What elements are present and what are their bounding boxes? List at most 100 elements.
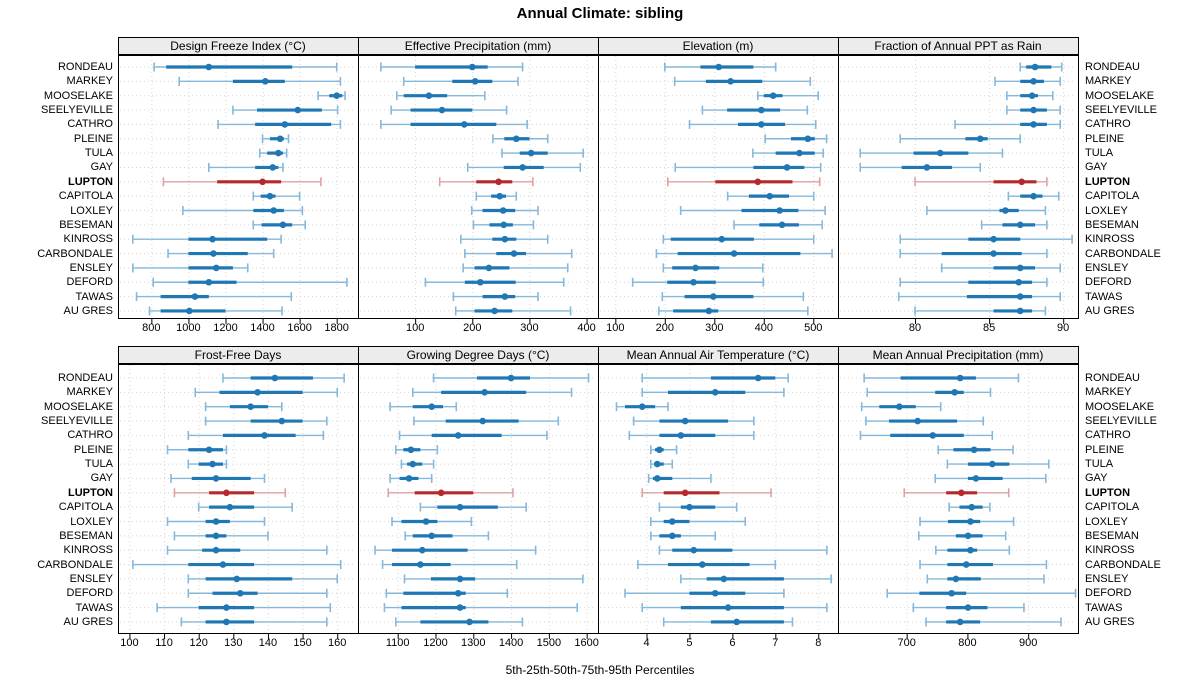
station-label-right-loxley: LOXLEY xyxy=(1085,515,1128,528)
station-label-right-rondeau: RONDEAU xyxy=(1085,61,1141,73)
interval-row-tawas xyxy=(640,603,828,613)
station-label-left-rondeau: RONDEAU xyxy=(57,61,113,73)
interval-row-gay xyxy=(169,473,265,483)
interval-row-beseman xyxy=(980,220,1048,230)
interval-row-beseman xyxy=(917,531,1006,541)
panel-design-freeze-index-c xyxy=(117,55,359,324)
station-label-right-gay: GAY xyxy=(1085,472,1108,485)
station-label-right-tula: TULA xyxy=(1085,458,1114,471)
interval-row-au-gres xyxy=(148,306,283,316)
interval-row-carbondale xyxy=(655,249,833,259)
interval-row-capitola xyxy=(947,502,991,512)
interval-row-cathro xyxy=(398,430,548,440)
station-label-left-tula: TULA xyxy=(84,147,113,160)
interval-row-pleine xyxy=(261,134,289,144)
interval-row-mooselake xyxy=(615,402,669,412)
interval-row-tula xyxy=(400,459,434,469)
interval-row-cathro xyxy=(187,430,324,440)
station-label-right-lupton: LUPTON xyxy=(1085,175,1131,188)
interval-row-kinross xyxy=(898,234,1073,244)
interval-row-deford xyxy=(424,277,565,287)
station-label-left-seelyeville: SEELYEVILLE xyxy=(41,415,113,428)
interval-row-capitola xyxy=(251,191,300,201)
interval-row-seelyeville xyxy=(632,416,755,426)
interval-row-markey xyxy=(673,76,811,86)
station-label-left-beseman: BESEMAN xyxy=(59,529,113,542)
station-label-left-rondeau: RONDEAU xyxy=(57,372,113,384)
interval-row-seelyeville xyxy=(389,105,507,115)
interval-row-kinross xyxy=(166,545,328,555)
interval-row-gay xyxy=(207,162,284,172)
interval-row-loxley xyxy=(166,517,265,526)
panel-frost-free-days xyxy=(117,364,359,639)
station-label-right-tawas: TAWAS xyxy=(1085,601,1123,614)
interval-row-tawas xyxy=(897,292,1061,302)
station-label-right-loxley: LOXLEY xyxy=(1085,204,1128,217)
panel-mean-annual-precipitation-mm xyxy=(837,364,1079,639)
interval-row-cathro xyxy=(628,430,755,440)
interval-row-carbondale xyxy=(131,560,341,570)
tick-label-frost-free-days-100: 100 xyxy=(120,637,139,649)
tick-label-frost-free-days-120: 120 xyxy=(189,637,208,649)
interval-row-markey xyxy=(640,387,785,397)
interval-row-au-gres xyxy=(394,617,523,627)
tick-label-design-freeze-index-c-1400: 1400 xyxy=(250,322,275,334)
station-label-right-markey: MARKEY xyxy=(1085,386,1132,399)
station-label-right-deford: DEFORD xyxy=(1085,587,1132,600)
station-label-right-gay: GAY xyxy=(1085,161,1108,174)
panel-strip-fraction-of-annual-ppt-as-rain: Fraction of Annual PPT as Rain xyxy=(837,37,1079,55)
interval-row-loxley xyxy=(470,206,539,215)
interval-row-mooselake xyxy=(316,91,346,101)
station-label-right-rondeau: RONDEAU xyxy=(1085,372,1141,384)
interval-row-gay xyxy=(647,473,712,483)
axis-tick-marks xyxy=(906,633,1029,639)
station-label-left-lupton: LUPTON xyxy=(67,175,113,188)
station-label-left-markey: MARKEY xyxy=(66,386,113,399)
station-label-left-carbondale: CARBONDALE xyxy=(37,247,113,260)
interval-row-tawas xyxy=(452,292,539,302)
interval-row-lupton xyxy=(438,177,534,187)
tick-label-growing-degree-days-c-1200: 1200 xyxy=(423,637,448,649)
interval-row-kinross xyxy=(459,234,549,244)
station-label-left-lupton: LUPTON xyxy=(67,486,113,499)
interval-row-markey xyxy=(193,387,338,397)
tick-label-mean-annual-air-temperature-c-6: 6 xyxy=(729,637,736,649)
interval-row-tula xyxy=(187,459,227,469)
station-label-right-seelyeville: SEELYEVILLE xyxy=(1085,415,1157,428)
station-label-right-mooselake: MOOSELAKE xyxy=(1085,400,1155,413)
interval-row-ensley xyxy=(403,574,584,584)
interval-row-capitola xyxy=(197,502,293,512)
tick-label-frost-free-days-150: 150 xyxy=(293,637,312,649)
interval-row-gay xyxy=(466,162,581,172)
interval-row-markey xyxy=(177,76,341,86)
tick-label-design-freeze-index-c-1200: 1200 xyxy=(213,322,238,334)
panel-effective-precipitation-mm xyxy=(357,55,599,324)
interval-row-capitola xyxy=(474,191,517,201)
interval-row-beseman xyxy=(251,220,306,230)
interval-row-cathro xyxy=(688,119,817,129)
interval-row-gay xyxy=(858,162,981,172)
interval-row-ensley xyxy=(679,574,832,584)
figure-title: Annual Climate: sibling xyxy=(516,5,684,22)
interval-row-pleine xyxy=(166,445,227,455)
panel-strip-mean-annual-precipitation-mm: Mean Annual Precipitation (mm) xyxy=(837,346,1079,364)
interval-row-tawas xyxy=(661,292,804,302)
axis-tick-marks xyxy=(614,318,814,324)
station-label-right-carbondale: CARBONDALE xyxy=(1085,558,1161,571)
interval-row-capitola xyxy=(658,502,737,512)
interval-row-carbondale xyxy=(898,249,1048,259)
interval-row-rondeau xyxy=(663,62,776,72)
station-label-right-beseman: BESEMAN xyxy=(1085,218,1139,231)
interval-row-ensley xyxy=(940,263,1061,273)
interval-row-rondeau xyxy=(1018,62,1063,72)
panel-mean-annual-air-temperature-c xyxy=(597,364,839,639)
tick-label-frost-free-days-130: 130 xyxy=(224,637,243,649)
interval-row-capitola xyxy=(1007,191,1060,201)
station-label-right-kinross: KINROSS xyxy=(1085,233,1135,246)
tick-label-effective-precipitation-mm-200: 200 xyxy=(463,322,482,334)
panel-strip-design-freeze-index-c: Design Freeze Index (°C) xyxy=(117,37,359,55)
percentiles-caption: 5th-25th-50th-75th-95th Percentiles xyxy=(505,663,695,677)
station-label-right-seelyeville: SEELYEVILLE xyxy=(1085,104,1157,117)
interval-row-lupton xyxy=(902,488,1010,498)
interval-row-beseman xyxy=(649,531,716,541)
